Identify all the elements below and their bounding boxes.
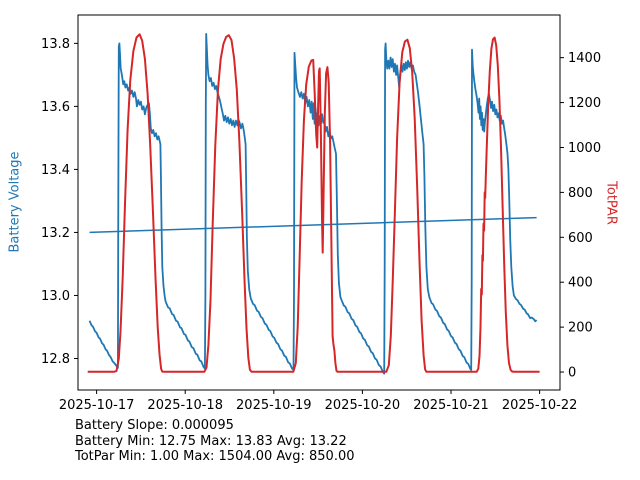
stat-battery-slope: Battery Slope: 0.000095 (75, 418, 234, 433)
totpar-line (87, 33, 540, 373)
right-tick-label: 200 (568, 321, 593, 336)
stats-block: Battery Slope: 0.000095 Battery Min: 12.… (75, 418, 355, 465)
x-tick-label: 2025-10-20 (325, 398, 401, 413)
left-tick-label: 13.8 (41, 37, 70, 52)
left-tick-label: 13.4 (41, 163, 70, 178)
right-tick-label: 1000 (568, 141, 601, 156)
left-tick-label: 13.0 (41, 289, 70, 304)
right-tick-label: 1200 (568, 96, 601, 111)
right-tick-label: 800 (568, 186, 593, 201)
stat-totpar-minmax: TotPar Min: 1.00 Max: 1504.00 Avg: 850.0… (75, 449, 355, 464)
left-axis-title: Battery Voltage (7, 151, 23, 253)
x-tick-label: 2025-10-17 (59, 398, 135, 413)
x-tick-label: 2025-10-21 (413, 398, 489, 413)
x-tick-label: 2025-10-22 (502, 398, 578, 413)
x-tick-label: 2025-10-19 (236, 398, 312, 413)
right-tick-label: 0 (568, 366, 576, 381)
right-axis-title: TotPAR (603, 181, 619, 225)
right-tick-label: 600 (568, 231, 593, 246)
plot-border (77, 14, 561, 391)
battery-trend-line (89, 216, 537, 234)
left-tick-label: 13.2 (41, 226, 70, 241)
stat-battery-minmax: Battery Min: 12.75 Max: 13.83 Avg: 13.22 (75, 433, 347, 449)
right-tick-label: 1400 (568, 51, 601, 66)
left-tick-label: 13.6 (41, 100, 70, 115)
right-tick-label: 400 (568, 276, 593, 291)
left-tick-label: 12.8 (41, 352, 70, 367)
x-tick-label: 2025-10-18 (147, 398, 223, 413)
